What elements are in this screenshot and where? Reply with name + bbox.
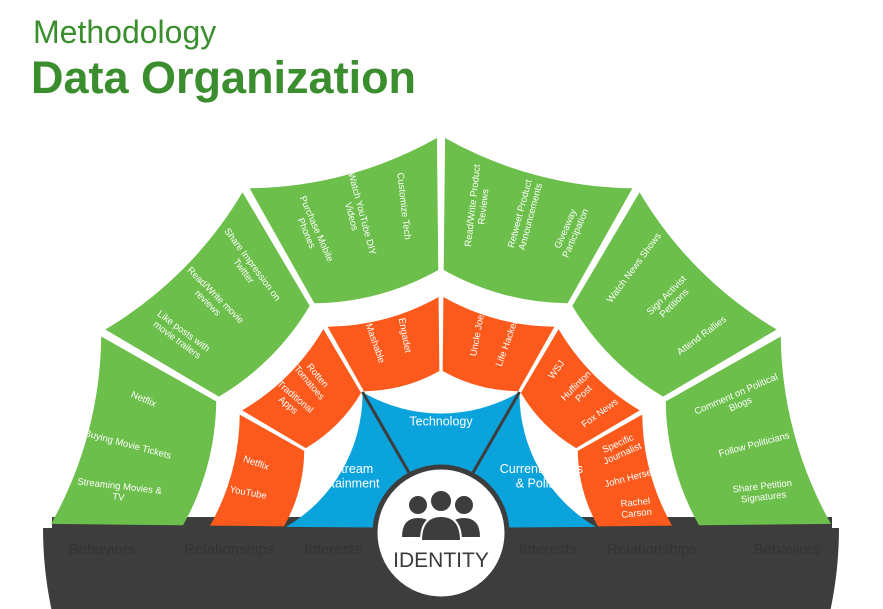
base-label-behaviors-right: Behaviors: [753, 541, 821, 558]
base-label-interests-left: Interests: [304, 541, 362, 558]
behavior-sector: [665, 336, 831, 526]
methodology-subtitle: Methodology: [33, 14, 217, 50]
interest-sector: [286, 394, 410, 528]
behavior-band-label: ENGAGMENT: [799, 396, 826, 461]
interest-divider: [361, 391, 411, 475]
interest-label: Current Events & Politics: [500, 462, 583, 490]
behavior-item: GiveawayParticipation: [550, 203, 591, 260]
identity-label: IDENTITY: [393, 549, 489, 572]
behavior-band-label: ENGAGMENT: [508, 142, 573, 169]
interest-label: Mainstream Entertainment: [302, 462, 380, 490]
relationship-sector: [577, 414, 672, 527]
relationship-sector: [242, 329, 362, 449]
relationship-sector: [210, 414, 305, 527]
relationship-sector: [442, 297, 555, 392]
people-group-icon: [402, 489, 480, 542]
page-title: Data Organization: [31, 52, 417, 103]
interest-sector: [472, 394, 596, 528]
relationship-sector: [520, 329, 640, 449]
behavior-sector: [572, 192, 777, 397]
base-label-interests-right: Interests: [519, 541, 577, 558]
base-label-relationships-right: Relationships: [606, 541, 698, 558]
behavior-band-label: ACTIVITIES: [57, 400, 82, 456]
relationship-sector: [327, 297, 440, 392]
behavior-sector: [249, 138, 439, 304]
base-label-relationships-left: Relationships: [183, 541, 275, 558]
relationship-item: RachelCarson: [620, 496, 653, 521]
behavior-item: Share PetitionSignatures: [732, 478, 794, 507]
behavior-sector: [105, 192, 310, 397]
behavior-sector: [443, 138, 633, 304]
interest-label: Science & Technology: [409, 400, 473, 428]
behavior-sector: [51, 336, 217, 526]
behavior-band-label: ACTIVITIES: [314, 144, 370, 169]
base-label-behaviors-left: Behaviors: [68, 541, 136, 558]
interest-divider: [471, 391, 521, 475]
